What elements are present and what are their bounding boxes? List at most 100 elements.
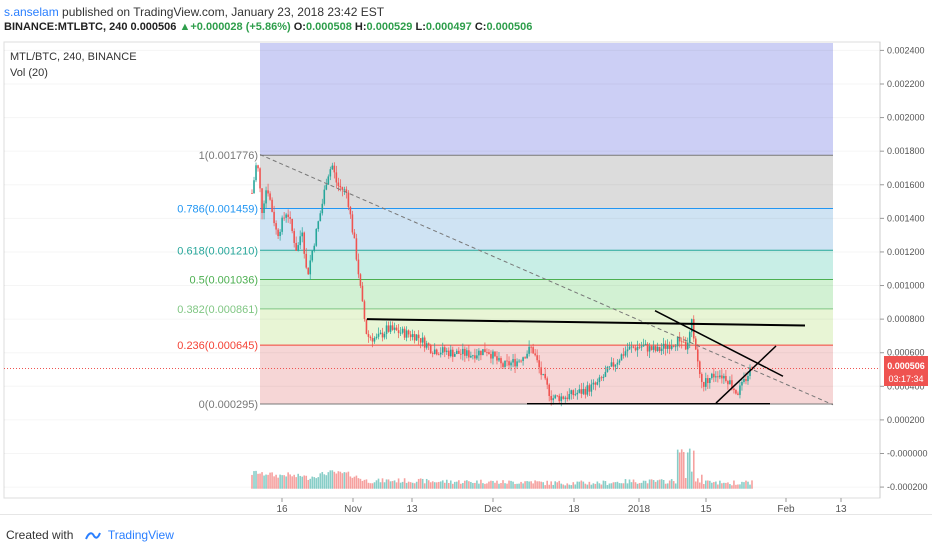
- volume-bar: [323, 474, 326, 489]
- volume-bar: [449, 480, 452, 489]
- candle-body: [514, 359, 516, 367]
- candle-body: [666, 345, 669, 349]
- volume-bar: [297, 473, 299, 489]
- candle-body: [498, 358, 500, 361]
- volume-bar: [540, 481, 542, 489]
- price-change: +0.000028 (+5.86%): [190, 21, 291, 33]
- volume-bar: [486, 483, 488, 489]
- volume-bar: [253, 471, 255, 489]
- volume-bar: [662, 480, 665, 489]
- price-chart[interactable]: 1(0.001776) 0.786(0.001459) 0.618(0.001210…: [0, 38, 932, 514]
- volume-bar: [303, 475, 306, 489]
- trendlines: [4, 154, 880, 406]
- tradingview-link[interactable]: TradingView: [107, 528, 174, 542]
- volume-bar: [598, 483, 601, 489]
- volume-bar: [445, 479, 448, 489]
- candle-body: [741, 381, 743, 386]
- candle-body: [323, 189, 326, 204]
- candle-body: [690, 319, 693, 333]
- candle-body: [562, 396, 565, 399]
- candle-body: [425, 343, 428, 348]
- candle-body: [554, 395, 557, 399]
- dashed-trendline: [259, 154, 834, 406]
- volume-bar: [548, 484, 550, 489]
- volume-bar: [692, 450, 695, 489]
- volume-bar: [656, 480, 659, 489]
- candle-body: [494, 351, 496, 357]
- candle-body: [403, 328, 406, 338]
- volume-bar: [389, 481, 392, 489]
- candle-body: [721, 375, 723, 379]
- candle-body: [297, 245, 299, 251]
- volume-bar: [636, 483, 639, 489]
- candle-body: [524, 357, 526, 359]
- fib-zone: [260, 279, 833, 309]
- candle-body: [552, 398, 555, 401]
- x-tick-label: Nov: [344, 504, 362, 514]
- created-with: Created with TradingView: [6, 528, 174, 542]
- candle-body: [253, 180, 255, 194]
- candle-body: [387, 325, 390, 332]
- volume-bar: [556, 482, 559, 489]
- candle-body: [329, 169, 332, 177]
- volume-bar: [335, 473, 338, 489]
- candle-body: [512, 359, 514, 363]
- volume-bar: [441, 480, 444, 489]
- volume-bar: [650, 479, 653, 489]
- volume-bar: [301, 476, 304, 489]
- candle-body: [478, 350, 480, 356]
- volume-bar: [721, 483, 723, 489]
- candle-body: [381, 332, 384, 338]
- candle-body: [411, 334, 414, 338]
- volume-bar: [341, 473, 344, 489]
- volume-bar: [741, 481, 743, 489]
- candle-body: [602, 376, 605, 378]
- price-tag: 0.000506 03:17:34: [884, 356, 928, 386]
- volume-bar: [670, 479, 673, 489]
- volume-bar: [566, 483, 569, 489]
- candle-body: [257, 165, 259, 169]
- volume-bar: [351, 477, 354, 489]
- price-axis[interactable]: 0.002400 0.002200 0.002000 0.001800 0.001600…: [879, 42, 928, 498]
- volume-bar: [393, 480, 396, 489]
- volume-bar: [536, 481, 538, 489]
- volume-bar: [357, 478, 360, 489]
- candle-body: [283, 217, 285, 219]
- candle-body: [321, 203, 324, 214]
- candle-body: [564, 397, 567, 399]
- volume-bar: [560, 483, 563, 489]
- author-link[interactable]: s.anselam: [4, 5, 59, 19]
- volume-bar: [385, 479, 388, 489]
- volume-bar: [267, 474, 269, 489]
- candle-body: [648, 346, 651, 352]
- candle-body: [574, 394, 577, 396]
- candle-body: [644, 343, 647, 346]
- volume-bar: [698, 482, 701, 489]
- candle-body: [391, 325, 394, 330]
- candle-body: [315, 228, 318, 246]
- volume-bar: [291, 476, 293, 489]
- volume-bar: [452, 483, 454, 489]
- volume-bar: [526, 481, 528, 489]
- candle-body: [397, 330, 400, 334]
- volume-bar: [660, 479, 663, 489]
- candle-body: [703, 381, 705, 387]
- candle-body: [377, 333, 380, 337]
- candle-body: [437, 354, 440, 356]
- candle-body: [492, 351, 494, 359]
- candle-body: [723, 375, 725, 379]
- candle-body: [273, 211, 275, 224]
- time-axis[interactable]: 16 Nov 13 Dec 18 2018 15 Feb 13: [276, 498, 847, 514]
- volume-bar: [381, 478, 384, 489]
- volume-bar: [616, 481, 619, 489]
- low-value: 0.000497: [425, 21, 472, 33]
- volume-legend[interactable]: Vol (20): [10, 67, 48, 79]
- candle-body: [542, 373, 544, 375]
- candle-body: [725, 375, 727, 382]
- candle-body: [654, 346, 657, 351]
- volume-bar: [433, 482, 436, 489]
- volume-bar: [596, 481, 599, 489]
- candle-body: [658, 346, 661, 352]
- volume-bar: [431, 481, 434, 489]
- chart-legend-title[interactable]: MTL/BTC, 240, BINANCE: [10, 51, 137, 63]
